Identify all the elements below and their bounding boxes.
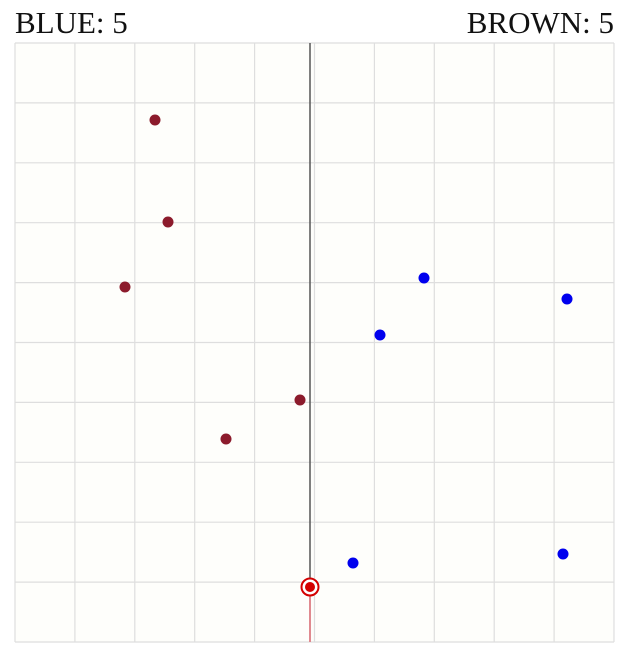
brown-piece[interactable] [220, 433, 232, 445]
brown-piece[interactable] [119, 281, 131, 293]
blue-piece[interactable] [557, 548, 569, 560]
blue-piece[interactable] [374, 329, 386, 341]
blue-score: BLUE: 5 [15, 5, 128, 40]
blue-pieces [347, 272, 573, 569]
launcher-dot[interactable] [305, 582, 315, 592]
brown-pieces [119, 114, 306, 445]
brown-score: BROWN: 5 [467, 5, 614, 40]
launcher[interactable] [300, 577, 320, 597]
blue-piece[interactable] [347, 557, 359, 569]
brown-piece[interactable] [162, 216, 174, 228]
blue-piece[interactable] [418, 272, 430, 284]
brown-piece[interactable] [294, 394, 306, 406]
grid [14, 42, 615, 643]
blue-piece[interactable] [561, 293, 573, 305]
brown-piece[interactable] [149, 114, 161, 126]
